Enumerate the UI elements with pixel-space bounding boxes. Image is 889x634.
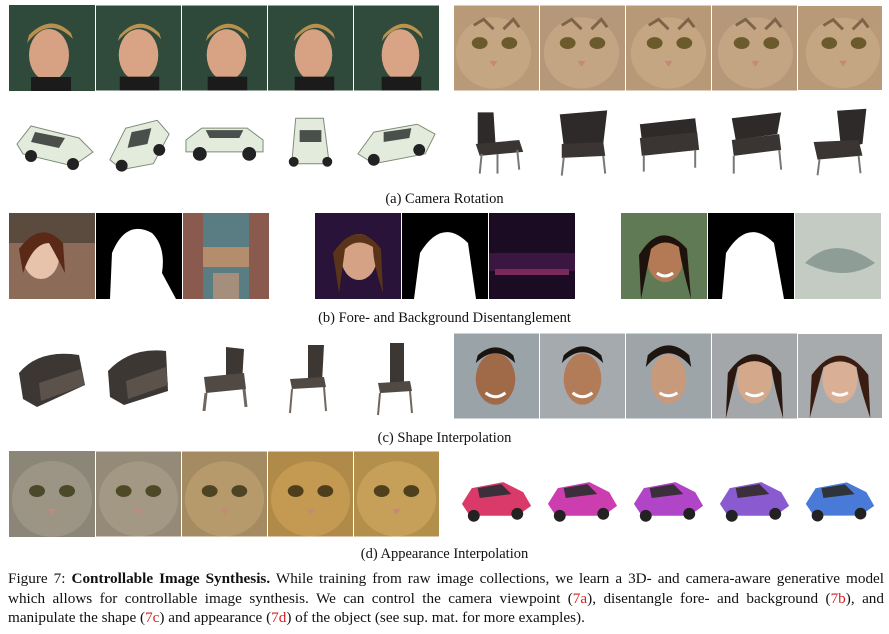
appearance-interp-car-1 [454, 468, 539, 528]
appearance-interp-cat-4 [268, 451, 353, 537]
subcaption-shape-interpolation: (c) Shape Interpolation [377, 430, 512, 446]
cat-rotation-image-3 [626, 5, 711, 91]
fgbg-background-image-3 [795, 213, 881, 299]
subcaption-camera-rotation: (a) Camera Rotation [385, 191, 504, 207]
shape-interp-face-4 [712, 333, 797, 419]
shape-interp-chair-5 [354, 333, 440, 419]
cat-rotation-image-1 [454, 5, 539, 91]
face-rotation-image-1 [9, 5, 95, 91]
fgbg-mask-image-1 [96, 213, 182, 299]
fgbg-mask-image-3 [708, 213, 794, 299]
face-rotation-image-4 [268, 5, 353, 91]
car-rotation-image-3 [182, 104, 267, 180]
cat-rotation-image-5 [798, 5, 882, 91]
fgbg-composite-image-1 [9, 213, 95, 299]
subcaption-fore-background: (b) Fore- and Background Disentanglement [318, 310, 571, 326]
face-rotation-image-5 [354, 5, 439, 91]
caption-text-1: While training from raw image collection… [8, 570, 884, 607]
shape-interp-chair-3 [182, 333, 268, 419]
figure-title: Controllable Image Synthesis. [71, 570, 271, 587]
caption-text-2: ), disentangle fore- and background ( [587, 589, 831, 607]
face-rotation-image-3 [182, 5, 267, 91]
shape-interp-face-2 [540, 333, 625, 419]
chair-rotation-image-3 [626, 104, 711, 180]
fgbg-background-image-1 [183, 213, 269, 299]
caption-text-4: ) and appearance ( [159, 609, 272, 626]
face-rotation-image-2 [96, 5, 181, 91]
appearance-interp-cat-2 [96, 451, 181, 537]
appearance-interp-car-3 [626, 468, 711, 528]
appearance-interp-car-5 [798, 468, 882, 528]
appearance-interp-cat-5 [354, 451, 439, 537]
cat-rotation-image-4 [712, 5, 797, 91]
fgbg-mask-image-2 [402, 213, 488, 299]
ref-link-7b[interactable]: 7b [830, 589, 846, 607]
shape-interp-chair-1 [9, 333, 95, 419]
ref-link-7a[interactable]: 7a [572, 589, 588, 607]
shape-interp-face-5 [798, 333, 882, 419]
caption-text-3: ), and manipulate the shape ( [8, 589, 884, 627]
car-rotation-image-4 [268, 104, 353, 180]
car-rotation-image-1 [9, 104, 95, 180]
chair-rotation-image-1 [454, 104, 539, 180]
shape-interp-face-3 [626, 333, 711, 419]
figure-caption: Figure 7: Controllable Image Synthesis. … [8, 569, 884, 628]
shape-interp-chair-2 [96, 333, 182, 419]
shape-interp-face-1 [454, 333, 539, 419]
appearance-interp-cat-3 [182, 451, 267, 537]
subcaption-appearance-interpolation: (d) Appearance Interpolation [360, 546, 529, 562]
car-rotation-image-2 [96, 104, 181, 180]
appearance-interp-car-2 [540, 468, 625, 528]
caption-text-5: ) of the object (see sup. mat. for more … [286, 609, 585, 626]
ref-link-7c[interactable]: 7c [145, 609, 160, 626]
appearance-interp-cat-1 [9, 451, 95, 537]
figure-label: Figure 7: [8, 570, 66, 587]
appearance-interp-car-4 [712, 468, 797, 528]
cat-rotation-image-2 [540, 5, 625, 91]
chair-rotation-image-4 [712, 104, 797, 180]
chair-rotation-image-5 [798, 104, 882, 180]
fgbg-background-image-2 [489, 213, 575, 299]
shape-interp-chair-4 [268, 333, 354, 419]
fgbg-composite-image-2 [315, 213, 401, 299]
chair-rotation-image-2 [540, 104, 625, 180]
car-rotation-image-5 [354, 104, 439, 180]
fgbg-composite-image-3 [621, 213, 707, 299]
ref-link-7d[interactable]: 7d [271, 609, 287, 626]
